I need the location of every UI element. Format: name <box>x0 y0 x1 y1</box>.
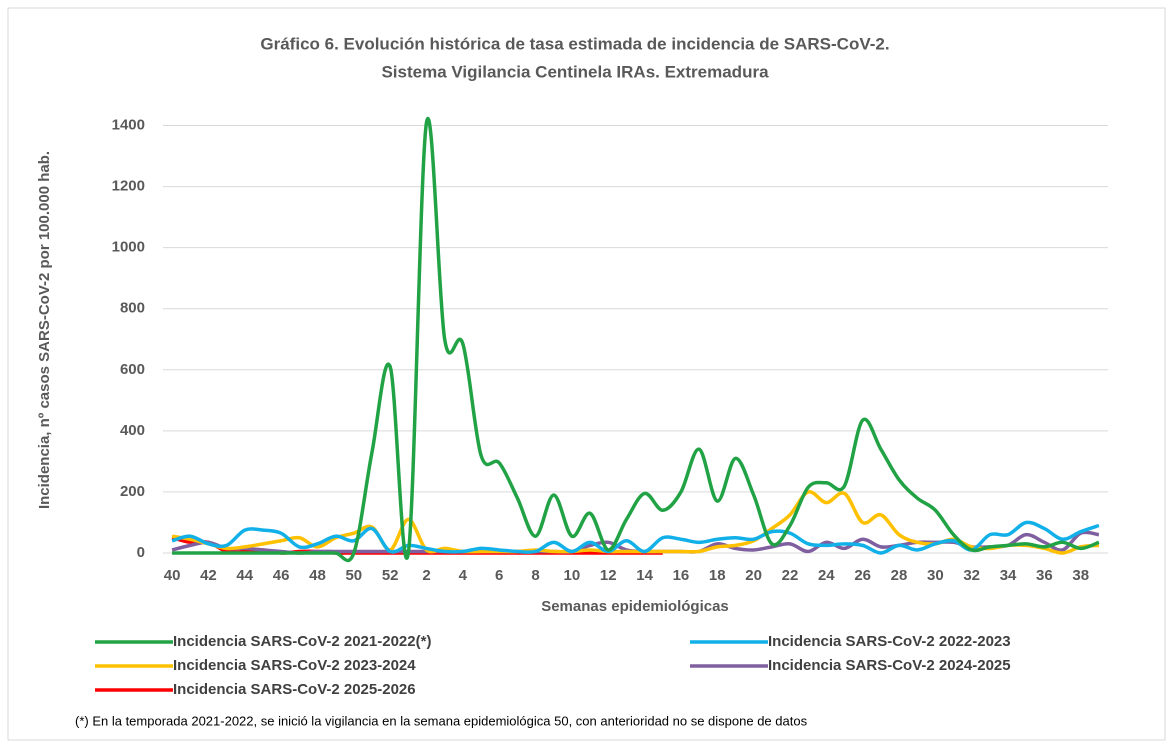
x-tick-label: 46 <box>273 567 290 584</box>
legend-label: Incidencia SARS-CoV-2 2021-2022(*) <box>173 633 431 650</box>
x-tick-label: 50 <box>345 567 362 584</box>
x-tick-label: 34 <box>1000 567 1017 584</box>
x-tick-label: 2 <box>422 567 430 584</box>
legend-label: Incidencia SARS-CoV-2 2024-2025 <box>768 657 1011 674</box>
x-tick-label: 44 <box>236 567 253 584</box>
chart-subtitle: Sistema Vigilancia Centinela IRAs. Extre… <box>381 62 769 81</box>
legend-label: Incidencia SARS-CoV-2 2022-2023 <box>768 633 1011 650</box>
x-tick-label: 28 <box>891 567 908 584</box>
y-tick-label: 0 <box>137 544 145 561</box>
x-tick-label: 14 <box>636 567 653 584</box>
y-tick-label: 200 <box>120 483 145 500</box>
x-tick-label: 4 <box>459 567 468 584</box>
y-tick-label: 400 <box>120 422 145 439</box>
x-tick-label: 10 <box>564 567 581 584</box>
x-tick-label: 48 <box>309 567 326 584</box>
x-tick-label: 40 <box>164 567 181 584</box>
x-axis-label: Semanas epidemiológicas <box>541 598 729 615</box>
series-line <box>171 520 1100 555</box>
x-tick-label: 24 <box>818 567 835 584</box>
x-tick-label: 16 <box>673 567 690 584</box>
x-tick-label: 20 <box>745 567 762 584</box>
footnote: (*) En la temporada 2021-2022, se inició… <box>75 713 808 728</box>
x-tick-label: 30 <box>927 567 944 584</box>
x-tick-label: 26 <box>854 567 871 584</box>
x-tick-label: 36 <box>1036 567 1053 584</box>
y-tick-label: 1200 <box>112 178 145 195</box>
y-tick-label: 1000 <box>112 239 145 256</box>
x-tick-label: 6 <box>495 567 503 584</box>
x-tick-label: 18 <box>709 567 726 584</box>
x-tick-label: 32 <box>963 567 980 584</box>
chart-border <box>7 7 1166 741</box>
legend-label: Incidencia SARS-CoV-2 2025-2026 <box>173 681 416 698</box>
y-tick-label: 1400 <box>112 117 145 134</box>
x-tick-label: 38 <box>1072 567 1089 584</box>
y-tick-label: 600 <box>120 361 145 378</box>
y-axis-label: Incidencia, nº casos SARS-CoV-2 por 100.… <box>36 151 53 509</box>
series-line <box>172 117 1100 563</box>
x-tick-label: 52 <box>382 567 399 584</box>
x-tick-label: 12 <box>600 567 617 584</box>
legend-label: Incidencia SARS-CoV-2 2023-2024 <box>173 657 416 674</box>
y-tick-label: 800 <box>120 300 145 317</box>
x-tick-label: 42 <box>200 567 217 584</box>
x-tick-label: 22 <box>782 567 799 584</box>
x-tick-label: 8 <box>531 567 539 584</box>
chart-title: Gráfico 6. Evolución histórica de tasa e… <box>260 34 889 53</box>
